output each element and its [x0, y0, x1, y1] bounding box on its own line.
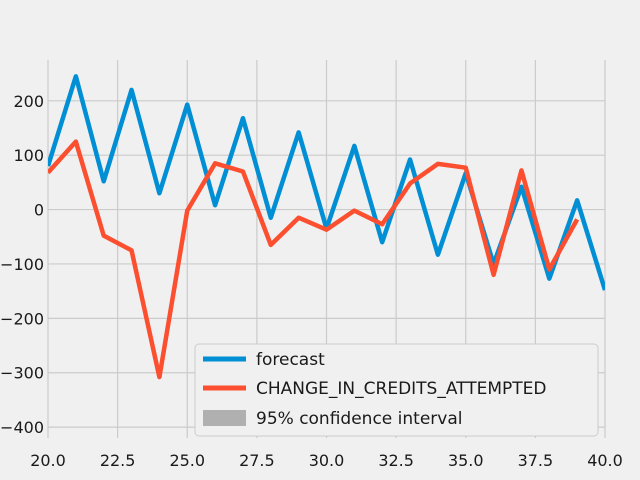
series-line-credits: [48, 139, 580, 380]
x-tick-label: 20.0: [30, 451, 66, 470]
y-tick-label: −400: [0, 418, 44, 437]
x-tick-label: 22.5: [100, 451, 136, 470]
x-tick-label: 30.0: [309, 451, 345, 470]
x-tick-label: 27.5: [239, 451, 275, 470]
y-tick-label: −200: [0, 309, 44, 328]
x-tick-label: 40.0: [587, 451, 623, 470]
x-tick-label: 37.5: [518, 451, 554, 470]
y-tick-label: 200: [13, 92, 44, 111]
x-tick-label: 25.0: [169, 451, 205, 470]
legend-label-forecast: forecast: [256, 350, 325, 370]
legend-label-confidence: 95% confidence interval: [256, 409, 462, 429]
legend-box: [194, 343, 599, 437]
x-tick-label: 32.5: [378, 451, 414, 470]
series-lines: [48, 74, 605, 380]
y-tick-label: −300: [0, 364, 44, 383]
y-tick-label: 100: [13, 146, 44, 165]
legend: forecast CHANGE_IN_CREDITS_ATTEMPTED 95%…: [194, 343, 599, 437]
legend-label-credits: CHANGE_IN_CREDITS_ATTEMPTED: [256, 379, 547, 399]
x-tick-label: 35.0: [448, 451, 484, 470]
tick-labels: 20.0 22.5 25.0 27.5 30.0 32.5 35.0 37.5 40.0 −400…: [0, 92, 623, 470]
legend-swatch-confidence: [203, 410, 246, 426]
y-tick-label: 0: [34, 201, 44, 220]
y-tick-label: −100: [0, 255, 44, 274]
